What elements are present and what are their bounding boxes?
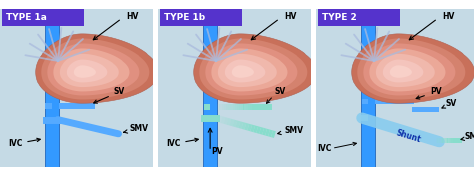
Polygon shape xyxy=(74,65,96,78)
Bar xyxy=(270,104,272,110)
Text: IVC: IVC xyxy=(166,138,198,149)
Bar xyxy=(265,104,267,110)
Bar xyxy=(45,103,52,109)
Text: PV: PV xyxy=(416,87,441,99)
Bar xyxy=(160,9,242,26)
Text: IVC: IVC xyxy=(318,144,332,153)
Bar xyxy=(45,9,59,167)
Polygon shape xyxy=(232,65,254,78)
Text: SMV: SMV xyxy=(124,124,148,133)
Bar xyxy=(263,104,265,110)
Polygon shape xyxy=(67,59,107,82)
Polygon shape xyxy=(41,39,149,99)
Text: TYPE 1b: TYPE 1b xyxy=(164,13,205,22)
Bar xyxy=(228,104,230,110)
Polygon shape xyxy=(218,54,277,87)
Bar xyxy=(250,104,252,110)
Bar xyxy=(438,138,440,143)
Bar xyxy=(441,138,443,143)
Polygon shape xyxy=(383,59,423,82)
Bar xyxy=(361,9,375,167)
Bar xyxy=(445,138,447,143)
Bar xyxy=(217,104,219,110)
Text: SV: SV xyxy=(94,87,125,103)
Bar xyxy=(267,104,270,110)
Text: HV: HV xyxy=(284,12,297,21)
Text: HV: HV xyxy=(442,12,455,21)
Polygon shape xyxy=(199,39,307,99)
Bar xyxy=(455,138,456,143)
Bar xyxy=(59,103,95,109)
Text: TYPE 1a: TYPE 1a xyxy=(6,13,47,22)
Polygon shape xyxy=(205,43,297,95)
Polygon shape xyxy=(225,59,265,82)
Bar xyxy=(204,104,210,110)
Bar xyxy=(235,104,237,110)
Polygon shape xyxy=(369,48,446,92)
Bar xyxy=(239,104,241,110)
Bar xyxy=(237,104,239,110)
Bar xyxy=(259,104,261,110)
Bar xyxy=(447,138,449,143)
Polygon shape xyxy=(194,34,317,103)
Bar xyxy=(1,9,84,26)
Bar xyxy=(255,104,256,110)
Bar xyxy=(440,138,441,143)
Text: IVC: IVC xyxy=(8,138,40,149)
Bar xyxy=(449,138,450,143)
Bar xyxy=(446,138,447,143)
Text: Shunt: Shunt xyxy=(394,129,421,145)
Polygon shape xyxy=(352,34,474,103)
Bar xyxy=(457,138,459,143)
Bar xyxy=(318,9,400,26)
Polygon shape xyxy=(47,43,139,95)
Bar xyxy=(450,138,451,143)
Bar xyxy=(460,138,462,143)
Bar xyxy=(361,115,368,121)
Bar xyxy=(219,104,222,110)
Bar xyxy=(375,99,414,104)
Polygon shape xyxy=(60,54,119,87)
Bar xyxy=(222,104,224,110)
Polygon shape xyxy=(54,48,129,92)
Bar xyxy=(203,9,217,167)
Bar xyxy=(233,104,235,110)
Bar xyxy=(311,9,316,167)
Bar xyxy=(442,138,444,143)
Bar xyxy=(261,104,263,110)
Bar xyxy=(459,138,460,143)
Bar xyxy=(453,138,454,143)
Bar xyxy=(241,104,244,110)
Polygon shape xyxy=(390,65,412,78)
Polygon shape xyxy=(36,34,158,103)
Text: TYPE 2: TYPE 2 xyxy=(322,13,357,22)
Text: HV: HV xyxy=(127,12,139,21)
Bar xyxy=(438,138,439,143)
Bar xyxy=(456,138,458,143)
Text: PV: PV xyxy=(212,147,223,156)
Bar xyxy=(153,9,158,167)
Bar xyxy=(224,104,226,110)
Bar xyxy=(444,138,445,143)
Bar xyxy=(436,138,438,143)
Bar xyxy=(248,104,250,110)
Polygon shape xyxy=(357,39,465,99)
Bar xyxy=(246,104,248,110)
Bar xyxy=(454,138,455,143)
Bar xyxy=(226,104,228,110)
Polygon shape xyxy=(211,48,287,92)
Polygon shape xyxy=(364,43,456,95)
Text: SV: SV xyxy=(442,99,457,108)
Polygon shape xyxy=(376,54,435,87)
Bar xyxy=(362,99,368,104)
Text: SMV: SMV xyxy=(278,126,303,135)
Text: SMV: SMV xyxy=(461,132,474,141)
Bar xyxy=(256,104,259,110)
Bar xyxy=(230,104,233,110)
Bar xyxy=(244,104,246,110)
Bar xyxy=(252,104,255,110)
Bar xyxy=(412,107,439,112)
Text: SV: SV xyxy=(275,87,286,96)
Bar xyxy=(451,138,453,143)
